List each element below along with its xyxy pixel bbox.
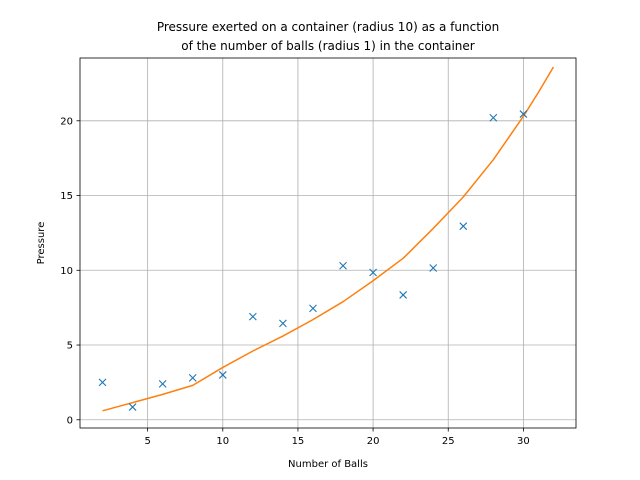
data-point-marker <box>369 268 377 277</box>
data-point-marker <box>128 403 137 411</box>
x-axis-label: Number of Balls <box>288 459 368 470</box>
grid <box>80 58 576 428</box>
x-tick-label: 10 <box>216 436 229 447</box>
chart-title-line-2: of the number of balls (radius 1) in the… <box>181 39 475 53</box>
marker-stroke <box>339 261 347 270</box>
data-point-marker <box>519 110 528 118</box>
data-point-marker <box>489 113 498 122</box>
x-tick-label: 20 <box>367 436 380 447</box>
marker-stroke <box>279 319 287 328</box>
data-point-marker <box>188 374 197 382</box>
marker-stroke <box>98 378 107 387</box>
x-tick-label: 5 <box>144 436 150 447</box>
marker-stroke <box>248 312 257 321</box>
data-point-marker <box>459 222 468 231</box>
y-tick-label: 15 <box>60 191 73 202</box>
data-point-marker <box>309 304 317 313</box>
marker-stroke <box>188 374 197 382</box>
y-axis-label: Pressure <box>36 222 47 265</box>
y-tick-label: 5 <box>67 341 73 352</box>
marker-stroke <box>489 113 498 122</box>
plot-frame <box>79 57 577 429</box>
y-tick-label: 20 <box>60 116 73 127</box>
ticks: 5 10 15 20 25 30 0 5 10 15 20 <box>60 116 529 447</box>
data-point-marker <box>399 291 408 299</box>
fit-curve-line <box>102 66 555 412</box>
data-point-marker <box>248 312 257 321</box>
marker-stroke <box>399 291 408 299</box>
y-tick-label: 10 <box>60 266 73 277</box>
data-point-marker <box>218 371 227 379</box>
chart-title-line-1: Pressure exerted on a container (radius … <box>157 20 499 34</box>
marker-stroke <box>459 222 468 231</box>
data-point-marker <box>339 261 347 270</box>
marker-stroke <box>158 380 167 388</box>
marker-stroke <box>128 403 137 411</box>
marker-stroke <box>369 268 377 277</box>
data-point-marker <box>429 264 438 272</box>
y-tick-label: 0 <box>67 415 73 426</box>
x-tick-label: 15 <box>292 436 305 447</box>
marker-stroke <box>519 110 528 118</box>
data-point-marker <box>158 380 167 388</box>
data-point-marker <box>98 378 107 387</box>
marker-stroke <box>218 371 227 379</box>
marker-stroke <box>429 264 438 272</box>
x-tick-label: 25 <box>442 436 455 447</box>
series <box>98 66 555 412</box>
marker-stroke <box>309 304 317 313</box>
x-tick-label: 30 <box>517 436 530 447</box>
data-point-marker <box>279 319 287 328</box>
